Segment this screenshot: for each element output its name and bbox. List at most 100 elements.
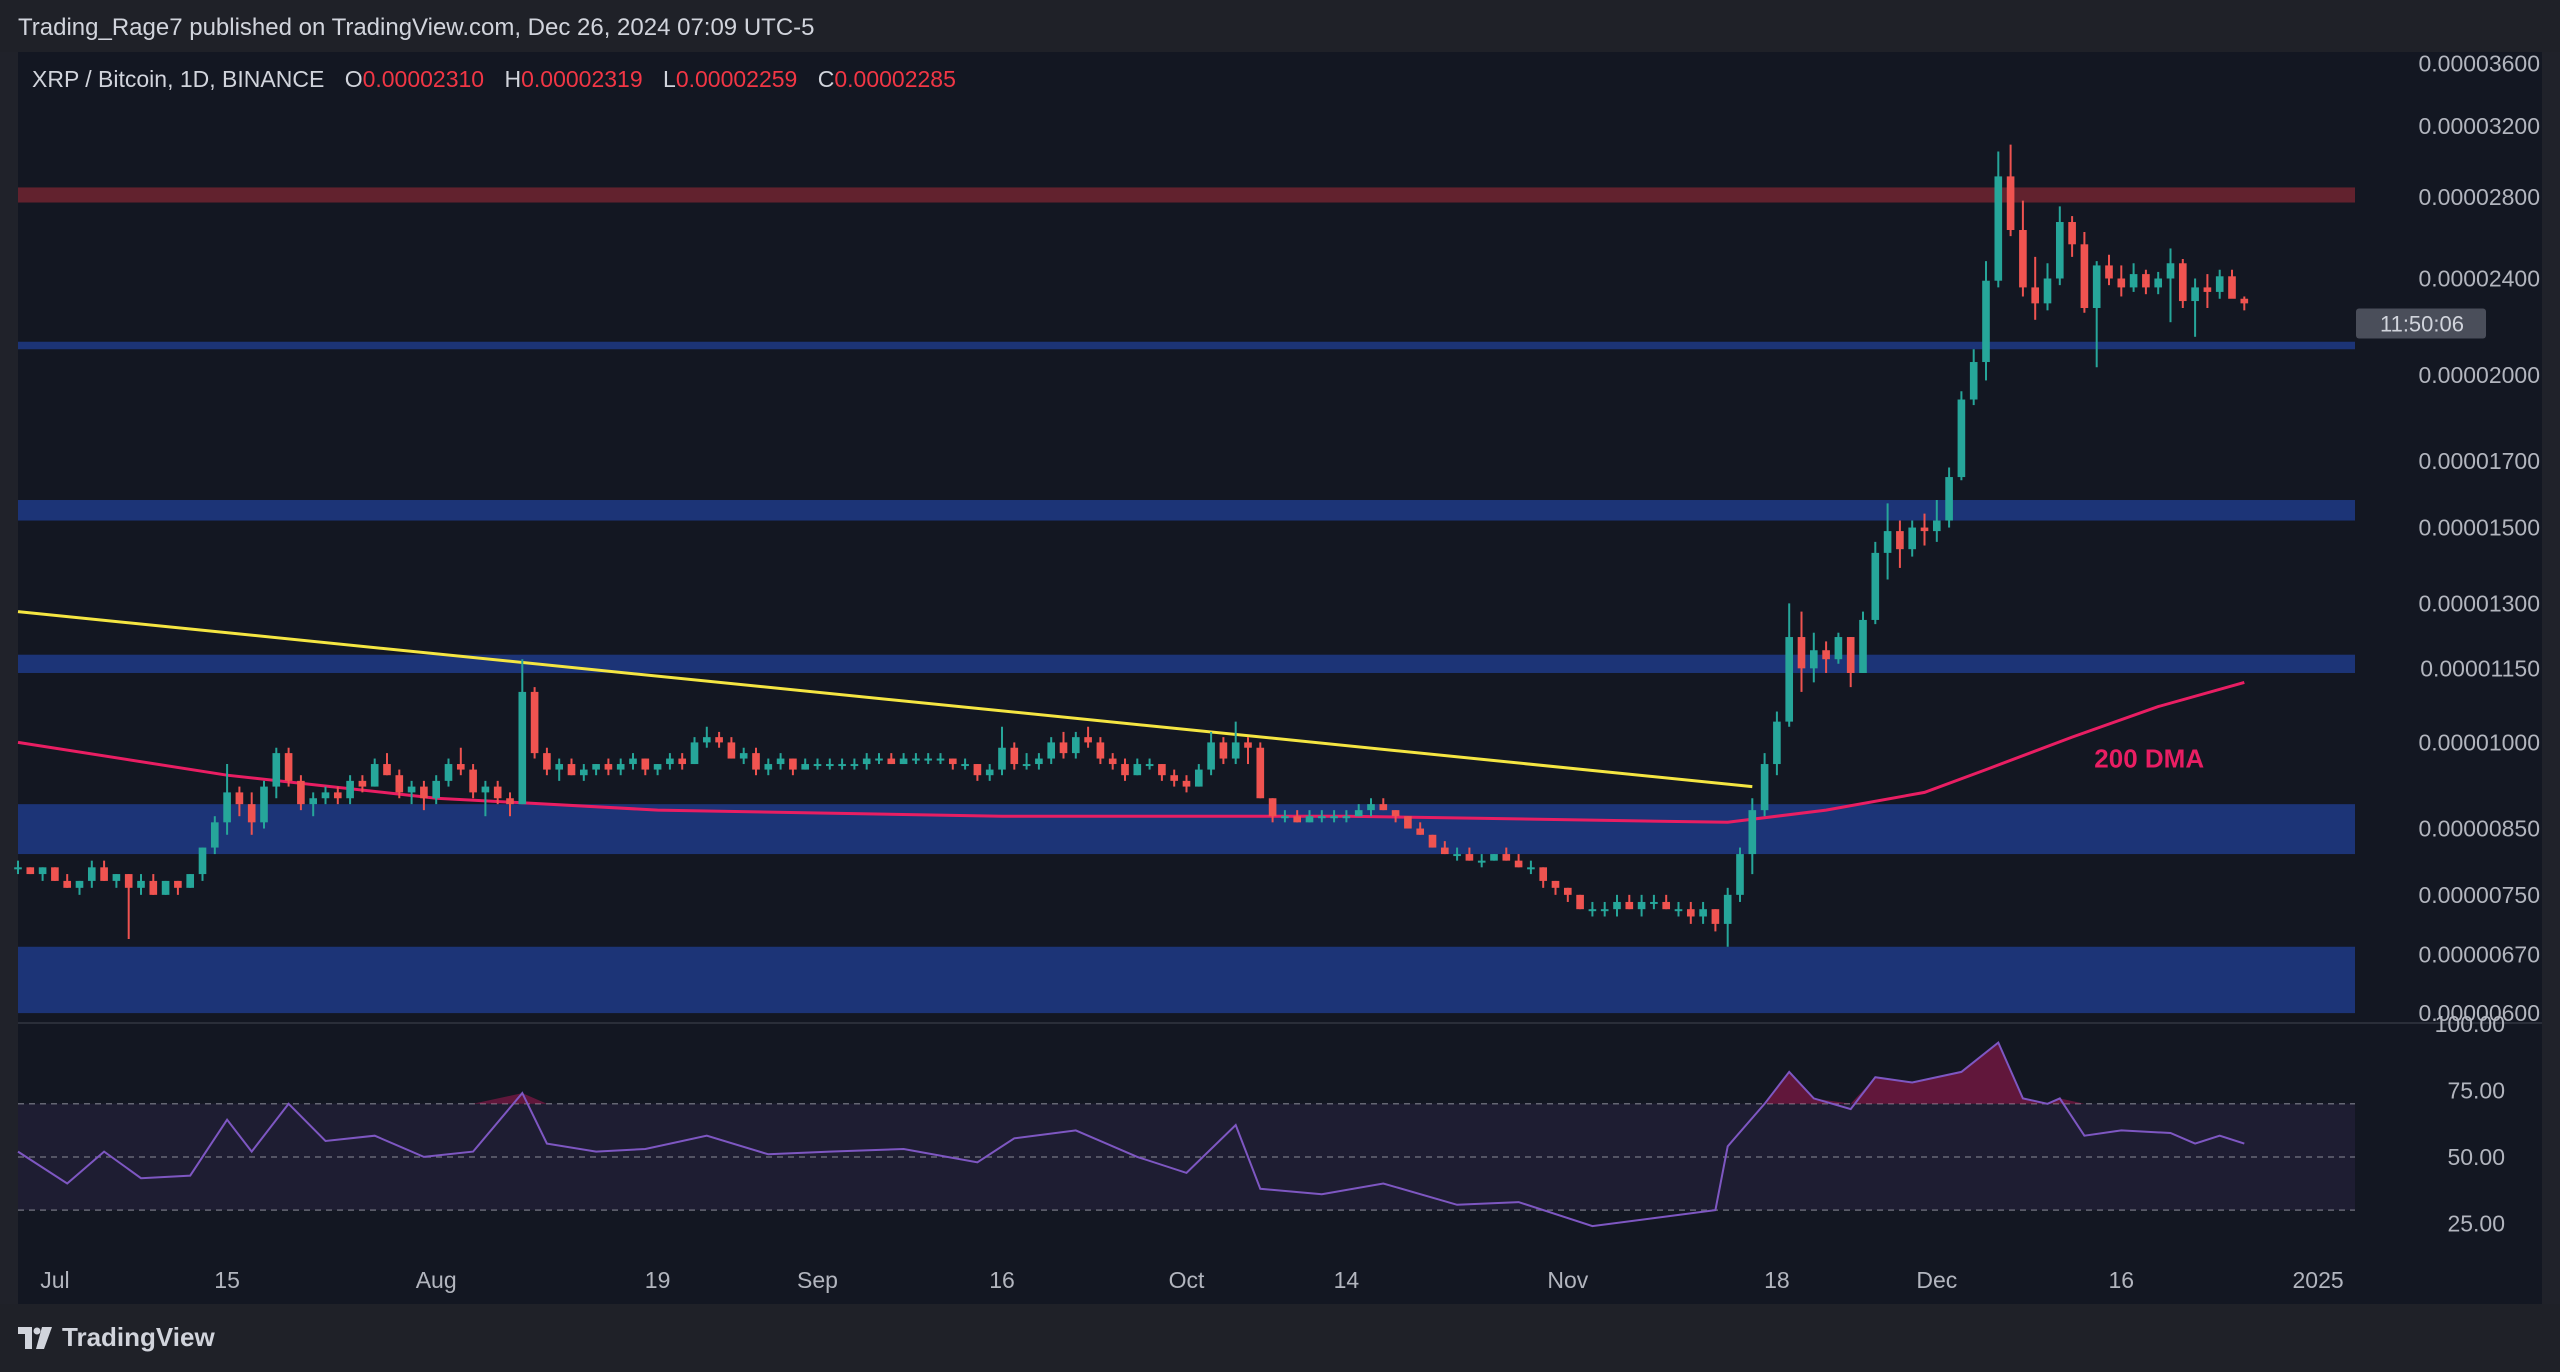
candle-body[interactable] — [1871, 552, 1880, 620]
candle-body[interactable] — [481, 786, 490, 793]
candle-body[interactable] — [2129, 274, 2138, 288]
candle-body[interactable] — [1416, 828, 1425, 835]
candle-body[interactable] — [87, 867, 96, 881]
candle-body[interactable] — [469, 769, 477, 793]
candle-body[interactable] — [2031, 287, 2040, 304]
candle-body[interactable] — [26, 867, 35, 875]
candle-body[interactable] — [948, 758, 957, 765]
candle-body[interactable] — [1883, 531, 1892, 553]
candle-body[interactable] — [2203, 287, 2212, 292]
ma-200-line[interactable] — [17, 680, 2245, 824]
candle-body[interactable] — [1773, 721, 1781, 765]
candle-body[interactable] — [1330, 816, 1338, 819]
candle-body[interactable] — [1613, 901, 1621, 910]
candle-body[interactable] — [186, 874, 195, 888]
candle-body[interactable] — [518, 691, 527, 805]
candle-body[interactable] — [1748, 810, 1757, 855]
candle-body[interactable] — [1219, 742, 1228, 759]
candle-body[interactable] — [2142, 274, 2150, 288]
candle-body[interactable] — [456, 764, 465, 770]
candle-body[interactable] — [1108, 758, 1117, 765]
candle-body[interactable] — [1490, 854, 1498, 861]
candle-body[interactable] — [998, 747, 1006, 770]
symbol-title[interactable]: XRP / Bitcoin, 1D, BINANCE — [32, 66, 325, 92]
candle-body[interactable] — [1760, 764, 1769, 811]
candle-body[interactable] — [1059, 742, 1068, 754]
candle-body[interactable] — [321, 792, 330, 799]
candle-body[interactable] — [506, 798, 514, 805]
candle-body[interactable] — [850, 764, 859, 767]
candle-body[interactable] — [407, 786, 416, 793]
candle-body[interactable] — [1121, 764, 1129, 776]
candle-body[interactable] — [346, 780, 354, 799]
candle-body[interactable] — [616, 764, 625, 770]
candle-body[interactable] — [739, 753, 748, 759]
candle-body[interactable] — [51, 867, 59, 881]
candle-body[interactable] — [235, 792, 244, 805]
candle-body[interactable] — [825, 764, 834, 767]
candle-body[interactable] — [223, 792, 231, 823]
candle-body[interactable] — [1231, 742, 1240, 759]
candle-body[interactable] — [1539, 867, 1548, 881]
candle-body[interactable] — [1379, 804, 1388, 811]
candle-body[interactable] — [112, 874, 121, 881]
candle-body[interactable] — [1010, 747, 1019, 765]
candle-body[interactable] — [358, 780, 367, 787]
candle-body[interactable] — [38, 867, 47, 875]
candle-body[interactable] — [1920, 527, 1929, 532]
candle-body[interactable] — [1317, 816, 1326, 819]
candle-body[interactable] — [727, 742, 736, 759]
candle-body[interactable] — [1551, 880, 1560, 888]
candle-body[interactable] — [1133, 764, 1142, 776]
candle-body[interactable] — [1945, 477, 1953, 521]
candle-body[interactable] — [2178, 263, 2187, 302]
candle-body[interactable] — [1465, 854, 1474, 861]
candle-body[interactable] — [1576, 894, 1584, 910]
candle-body[interactable] — [1785, 637, 1794, 722]
candle-body[interactable] — [801, 764, 810, 770]
candle-body[interactable] — [1822, 650, 1830, 660]
candle-body[interactable] — [1932, 520, 1941, 532]
candle-body[interactable] — [493, 786, 502, 799]
candle-body[interactable] — [2240, 298, 2249, 304]
candle-body[interactable] — [1662, 901, 1671, 910]
candle-body[interactable] — [210, 822, 219, 848]
candle-body[interactable] — [1342, 816, 1351, 819]
candle-body[interactable] — [2006, 176, 2015, 231]
candle-body[interactable] — [1207, 742, 1215, 770]
candle-body[interactable] — [2154, 278, 2163, 288]
candle-body[interactable] — [161, 880, 170, 895]
candle-body[interactable] — [2080, 244, 2089, 309]
candle-body[interactable] — [309, 798, 318, 805]
candle-body[interactable] — [1588, 909, 1597, 912]
candle-body[interactable] — [912, 758, 920, 761]
candle-body[interactable] — [137, 880, 145, 888]
candle-body[interactable] — [813, 764, 822, 767]
candle-body[interactable] — [2191, 287, 2199, 302]
candle-body[interactable] — [862, 758, 871, 765]
candle-body[interactable] — [1723, 894, 1732, 924]
candle-body[interactable] — [297, 780, 305, 805]
candle-body[interactable] — [1035, 758, 1043, 765]
candle-body[interactable] — [1391, 810, 1400, 817]
candle-body[interactable] — [420, 786, 428, 799]
candle-body[interactable] — [1453, 854, 1461, 857]
candle-body[interactable] — [702, 737, 711, 743]
tradingview-logo[interactable]: TradingView — [18, 1322, 215, 1353]
candle-body[interactable] — [973, 764, 982, 776]
candle-body[interactable] — [1527, 867, 1535, 870]
candle-body[interactable] — [1158, 764, 1166, 776]
candle-body[interactable] — [124, 874, 133, 888]
candle-body[interactable] — [1022, 764, 1031, 767]
candle-body[interactable] — [1982, 280, 1990, 363]
candle-body[interactable] — [2068, 222, 2076, 245]
candle-body[interactable] — [1293, 816, 1302, 823]
candle-body[interactable] — [1846, 637, 1855, 673]
candle-body[interactable] — [432, 780, 441, 799]
candle-body[interactable] — [1096, 742, 1105, 759]
candle-body[interactable] — [444, 764, 453, 781]
candle-body[interactable] — [1674, 909, 1683, 912]
candle-body[interactable] — [1834, 637, 1843, 660]
candle-body[interactable] — [875, 758, 883, 761]
